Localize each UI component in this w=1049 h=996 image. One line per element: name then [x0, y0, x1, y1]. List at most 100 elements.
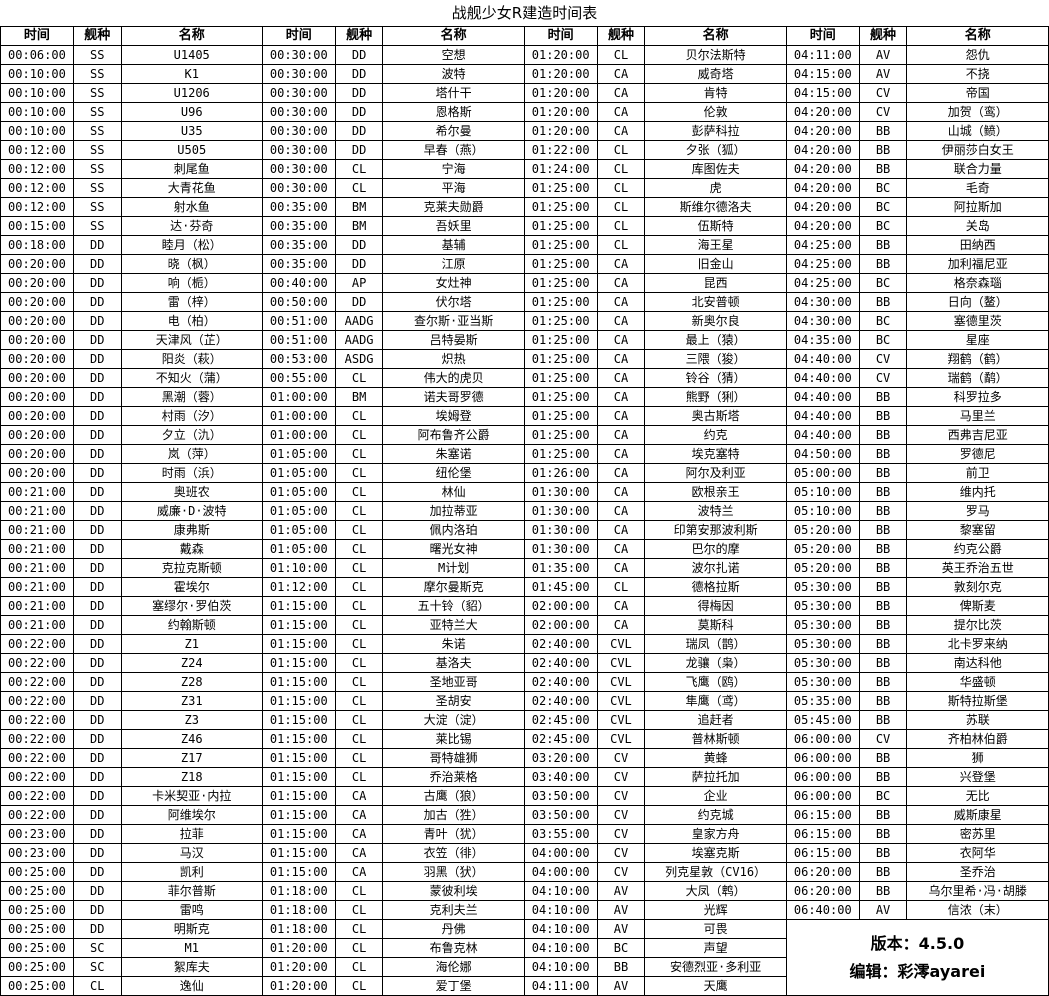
cell-type: BB [858, 558, 908, 578]
cell-time: 01:15:00 [261, 843, 336, 863]
cell-type: BB [858, 387, 908, 407]
cell-type: DD [72, 900, 122, 920]
cell-type: BM [334, 197, 384, 217]
cell-name: 关岛 [906, 216, 1049, 236]
cell-name: 星座 [906, 330, 1049, 350]
cell-type: DD [72, 311, 122, 331]
cell-type: BB [858, 539, 908, 559]
cell-type: AADG [334, 311, 384, 331]
cell-time: 04:30:00 [785, 311, 860, 331]
cell-type: DD [72, 748, 122, 768]
cell-time: 03:55:00 [523, 824, 598, 844]
cell-time: 00:21:00 [0, 501, 74, 521]
cell-name: 黎塞留 [906, 520, 1049, 540]
cell-time: 00:22:00 [0, 710, 74, 730]
version-label: 版本：4.5.0 [870, 933, 965, 953]
cell-time: 00:30:00 [261, 159, 336, 179]
cell-name: 明斯克 [120, 919, 263, 939]
cell-type: DD [72, 710, 122, 730]
cell-time: 03:50:00 [523, 786, 598, 806]
cell-name: 伏尔塔 [382, 292, 525, 312]
table-row: 00:25:00 SC 絮库夫 01:20:00 CL 海伦娜 04:10:00 BB 安德烈亚… [0, 957, 1049, 977]
cell-type: DD [72, 501, 122, 521]
cell-time: 00:10:00 [0, 121, 74, 141]
cell-name: M计划 [382, 558, 525, 578]
cell-type: SS [72, 197, 122, 217]
cell-time: 00:21:00 [0, 577, 74, 597]
cell-type: CV [596, 748, 646, 768]
cell-time: 00:22:00 [0, 767, 74, 787]
cell-name: 阳炎（萩） [120, 349, 263, 369]
cell-time: 01:20:00 [261, 938, 336, 958]
cell-time: 00:20:00 [0, 292, 74, 312]
cell-type: DD [72, 235, 122, 255]
cell-name: 约克城 [644, 805, 787, 825]
cell-name: 塞缪尔·罗伯茨 [120, 596, 263, 616]
table-row: 00:22:00 DD Z18 01:15:00 CL 乔治莱格 03:40:00 CV 萨拉托… [0, 767, 1049, 787]
cell-type: CVL [596, 634, 646, 654]
cell-type: CL [334, 672, 384, 692]
cell-type: DD [72, 824, 122, 844]
cell-time: 01:20:00 [523, 83, 598, 103]
cell-time: 04:10:00 [523, 957, 598, 977]
cell-name: 夕张（狐） [644, 140, 787, 160]
cell-name: 莱比锡 [382, 729, 525, 749]
cell-name: U35 [120, 121, 263, 141]
cell-time: 00:22:00 [0, 786, 74, 806]
cell-type: DD [72, 254, 122, 274]
cell-type: CV [858, 102, 908, 122]
cell-time: 01:15:00 [261, 862, 336, 882]
cell-time: 05:30:00 [785, 672, 860, 692]
cell-name: 曙光女神 [382, 539, 525, 559]
cell-name: 天鹰 [644, 976, 787, 996]
cell-time: 05:45:00 [785, 710, 860, 730]
cell-time: 03:40:00 [523, 767, 598, 787]
cell-type: CA [596, 121, 646, 141]
cell-type: CL [334, 539, 384, 559]
cell-name: 奥班农 [120, 482, 263, 502]
cell-type: SS [72, 102, 122, 122]
cell-type: DD [72, 615, 122, 635]
cell-type: CV [858, 83, 908, 103]
cell-type: SS [72, 159, 122, 179]
cell-type: CA [596, 311, 646, 331]
cell-type: CA [334, 805, 384, 825]
cell-time: 00:22:00 [0, 672, 74, 692]
cell-type: CA [596, 292, 646, 312]
cell-name: 基辅 [382, 235, 525, 255]
cell-time: 01:15:00 [261, 824, 336, 844]
cell-time: 01:15:00 [261, 786, 336, 806]
cell-type: CA [596, 482, 646, 502]
cell-type: DD [334, 64, 384, 84]
cell-name: 伊丽莎白女王 [906, 140, 1049, 160]
cell-time: 00:20:00 [0, 387, 74, 407]
cell-name: 爱丁堡 [382, 976, 525, 996]
cell-type: CV [858, 349, 908, 369]
cell-time: 03:20:00 [523, 748, 598, 768]
cell-time: 04:20:00 [785, 178, 860, 198]
cell-type: CL [334, 558, 384, 578]
cell-type: CV [858, 368, 908, 388]
table-row: 00:23:00 DD 马汉 01:15:00 CA 衣笠（徘） 04:00:00 CV 埃塞克… [0, 843, 1049, 863]
cell-type: CL [334, 444, 384, 464]
cell-type: BM [334, 387, 384, 407]
cell-name: 大青花鱼 [120, 178, 263, 198]
cell-name: 诺夫哥罗德 [382, 387, 525, 407]
cell-type: CL [334, 596, 384, 616]
cell-time: 05:30:00 [785, 615, 860, 635]
cell-name: 飞鹰（鸥） [644, 672, 787, 692]
cell-type: AV [858, 64, 908, 84]
cell-name: 列克星敦（CV16） [644, 862, 787, 882]
cell-type: CL [334, 178, 384, 198]
cell-name: 平海 [382, 178, 525, 198]
cell-type: DD [72, 368, 122, 388]
cell-name: 密苏里 [906, 824, 1049, 844]
cell-type: CV [596, 843, 646, 863]
cell-name: 安德烈亚·多利亚 [644, 957, 787, 977]
cell-type: AV [858, 900, 908, 920]
cell-name: 翔鹤（鹤） [906, 349, 1049, 369]
cell-time: 06:00:00 [785, 748, 860, 768]
table-row: 00:22:00 DD 卡米契亚·内拉 01:15:00 CA 古鹰（狼） 03:50:00… [0, 786, 1049, 806]
cell-type: BB [858, 596, 908, 616]
cell-time: 01:15:00 [261, 615, 336, 635]
